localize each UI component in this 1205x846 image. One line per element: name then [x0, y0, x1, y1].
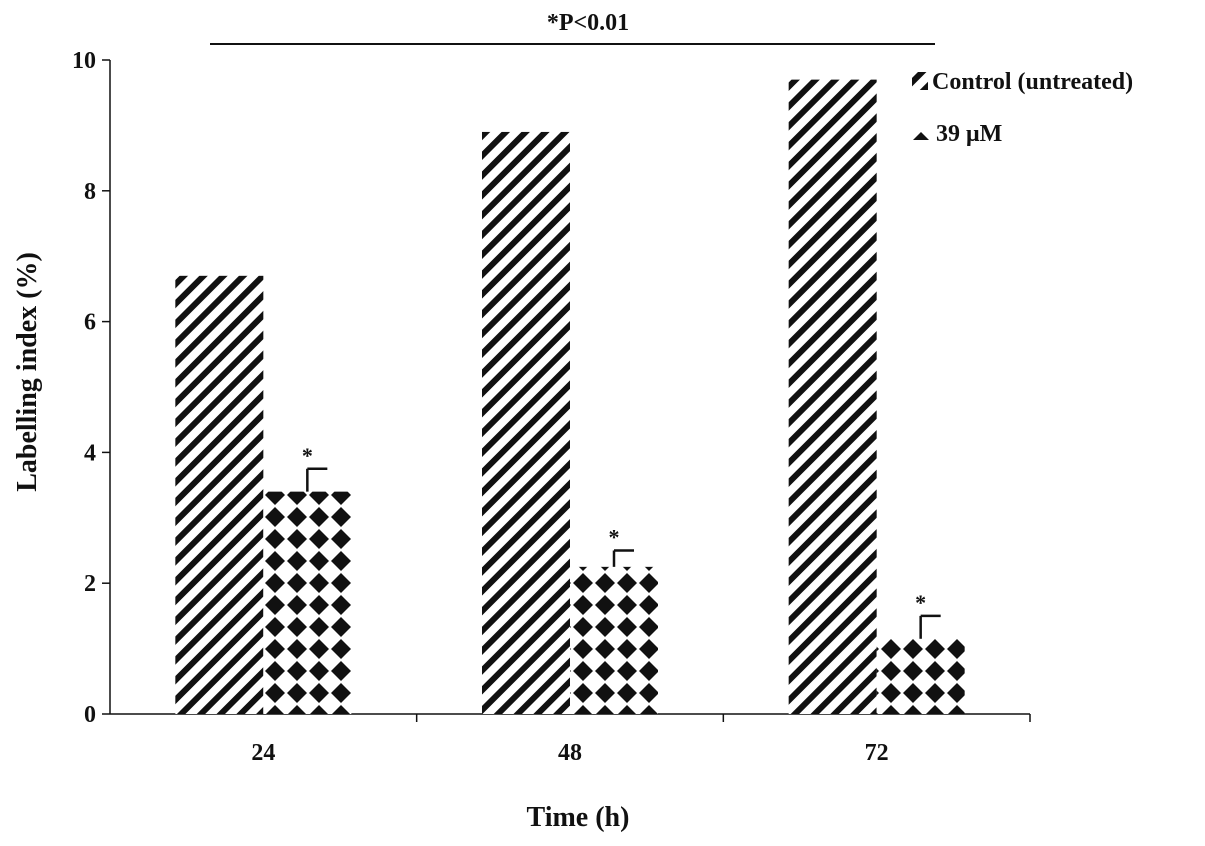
y-tick-label: 8	[84, 179, 96, 205]
bar-39um-72	[876, 638, 965, 714]
bar-39um-48	[570, 566, 658, 714]
y-tick-label: 4	[84, 440, 96, 466]
bar-control-72	[788, 79, 877, 715]
legend-label-39um: 39 μM	[936, 121, 1002, 147]
bar-39um-24	[263, 491, 352, 714]
significance-asterisk: *	[302, 443, 313, 468]
legend-label-control: Control (untreated)	[932, 69, 1133, 95]
bar-control-24	[175, 275, 264, 714]
legend: Control (untreated) 39 μM	[912, 69, 1133, 147]
y-ticks: 0 2 4 6 8 10	[72, 48, 110, 728]
bar-control-48	[482, 131, 570, 714]
significance-label: *P<0.01	[547, 10, 629, 36]
x-tick-label: 24	[251, 740, 275, 766]
x-tick-label: 72	[865, 740, 889, 766]
y-tick-label: 10	[72, 48, 96, 74]
x-axis-label: Time (h)	[527, 802, 630, 833]
x-tick-label: 48	[558, 740, 582, 766]
legend-item-control: Control (untreated)	[912, 69, 1133, 95]
legend-swatch-39um	[913, 132, 929, 140]
significance-asterisk: *	[915, 590, 926, 615]
y-axis-label: Labelling index (%)	[12, 252, 43, 492]
bars: * * *	[175, 79, 965, 715]
y-tick-label: 0	[84, 702, 96, 728]
x-ticks: 24 48 72	[251, 714, 1031, 766]
y-tick-label: 2	[84, 571, 96, 597]
y-tick-label: 6	[84, 310, 96, 336]
significance-asterisk: *	[609, 525, 620, 550]
legend-swatch-control	[912, 72, 928, 90]
legend-item-39um: 39 μM	[913, 121, 1002, 147]
